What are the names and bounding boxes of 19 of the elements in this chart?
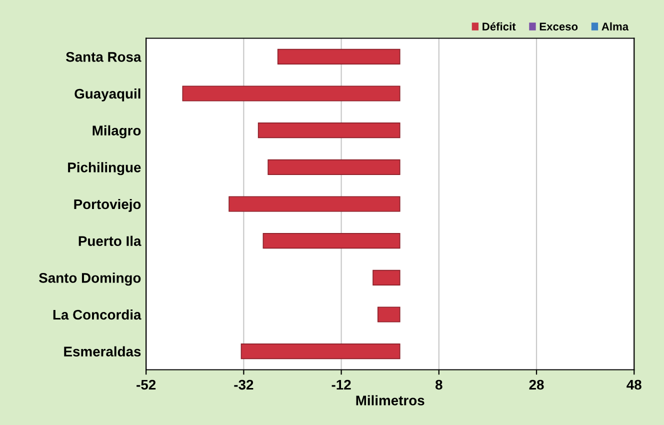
x-tick-label: -12 [332,380,351,390]
y-tick-label: Milagro [92,125,141,138]
y-tick-label: La Concordia [53,309,142,320]
y-tick-label: Santo Domingo [39,272,141,286]
y-tick-label: Guayaquil [74,88,140,102]
y-tick-label: Pichilingue [68,162,141,176]
y-tick-label: Puerto Ila [78,236,142,246]
x-tick-label: 48 [626,380,642,390]
y-tick-label: Esmeraldas [64,346,141,357]
x-tick-label: 8 [435,380,442,390]
legend-label: Alma [602,22,629,30]
x-axis-title: Milimetros [356,395,424,406]
y-tick-label: Portoviejo [74,198,141,212]
legend-label: Exceso [540,22,578,30]
legend-label: Déficit [482,22,516,30]
y-tick-label: Santa Rosa [66,52,142,62]
x-tick-label: -32 [234,380,254,390]
x-tick-label: 28 [529,380,544,390]
x-tick-label: -52 [136,380,156,390]
